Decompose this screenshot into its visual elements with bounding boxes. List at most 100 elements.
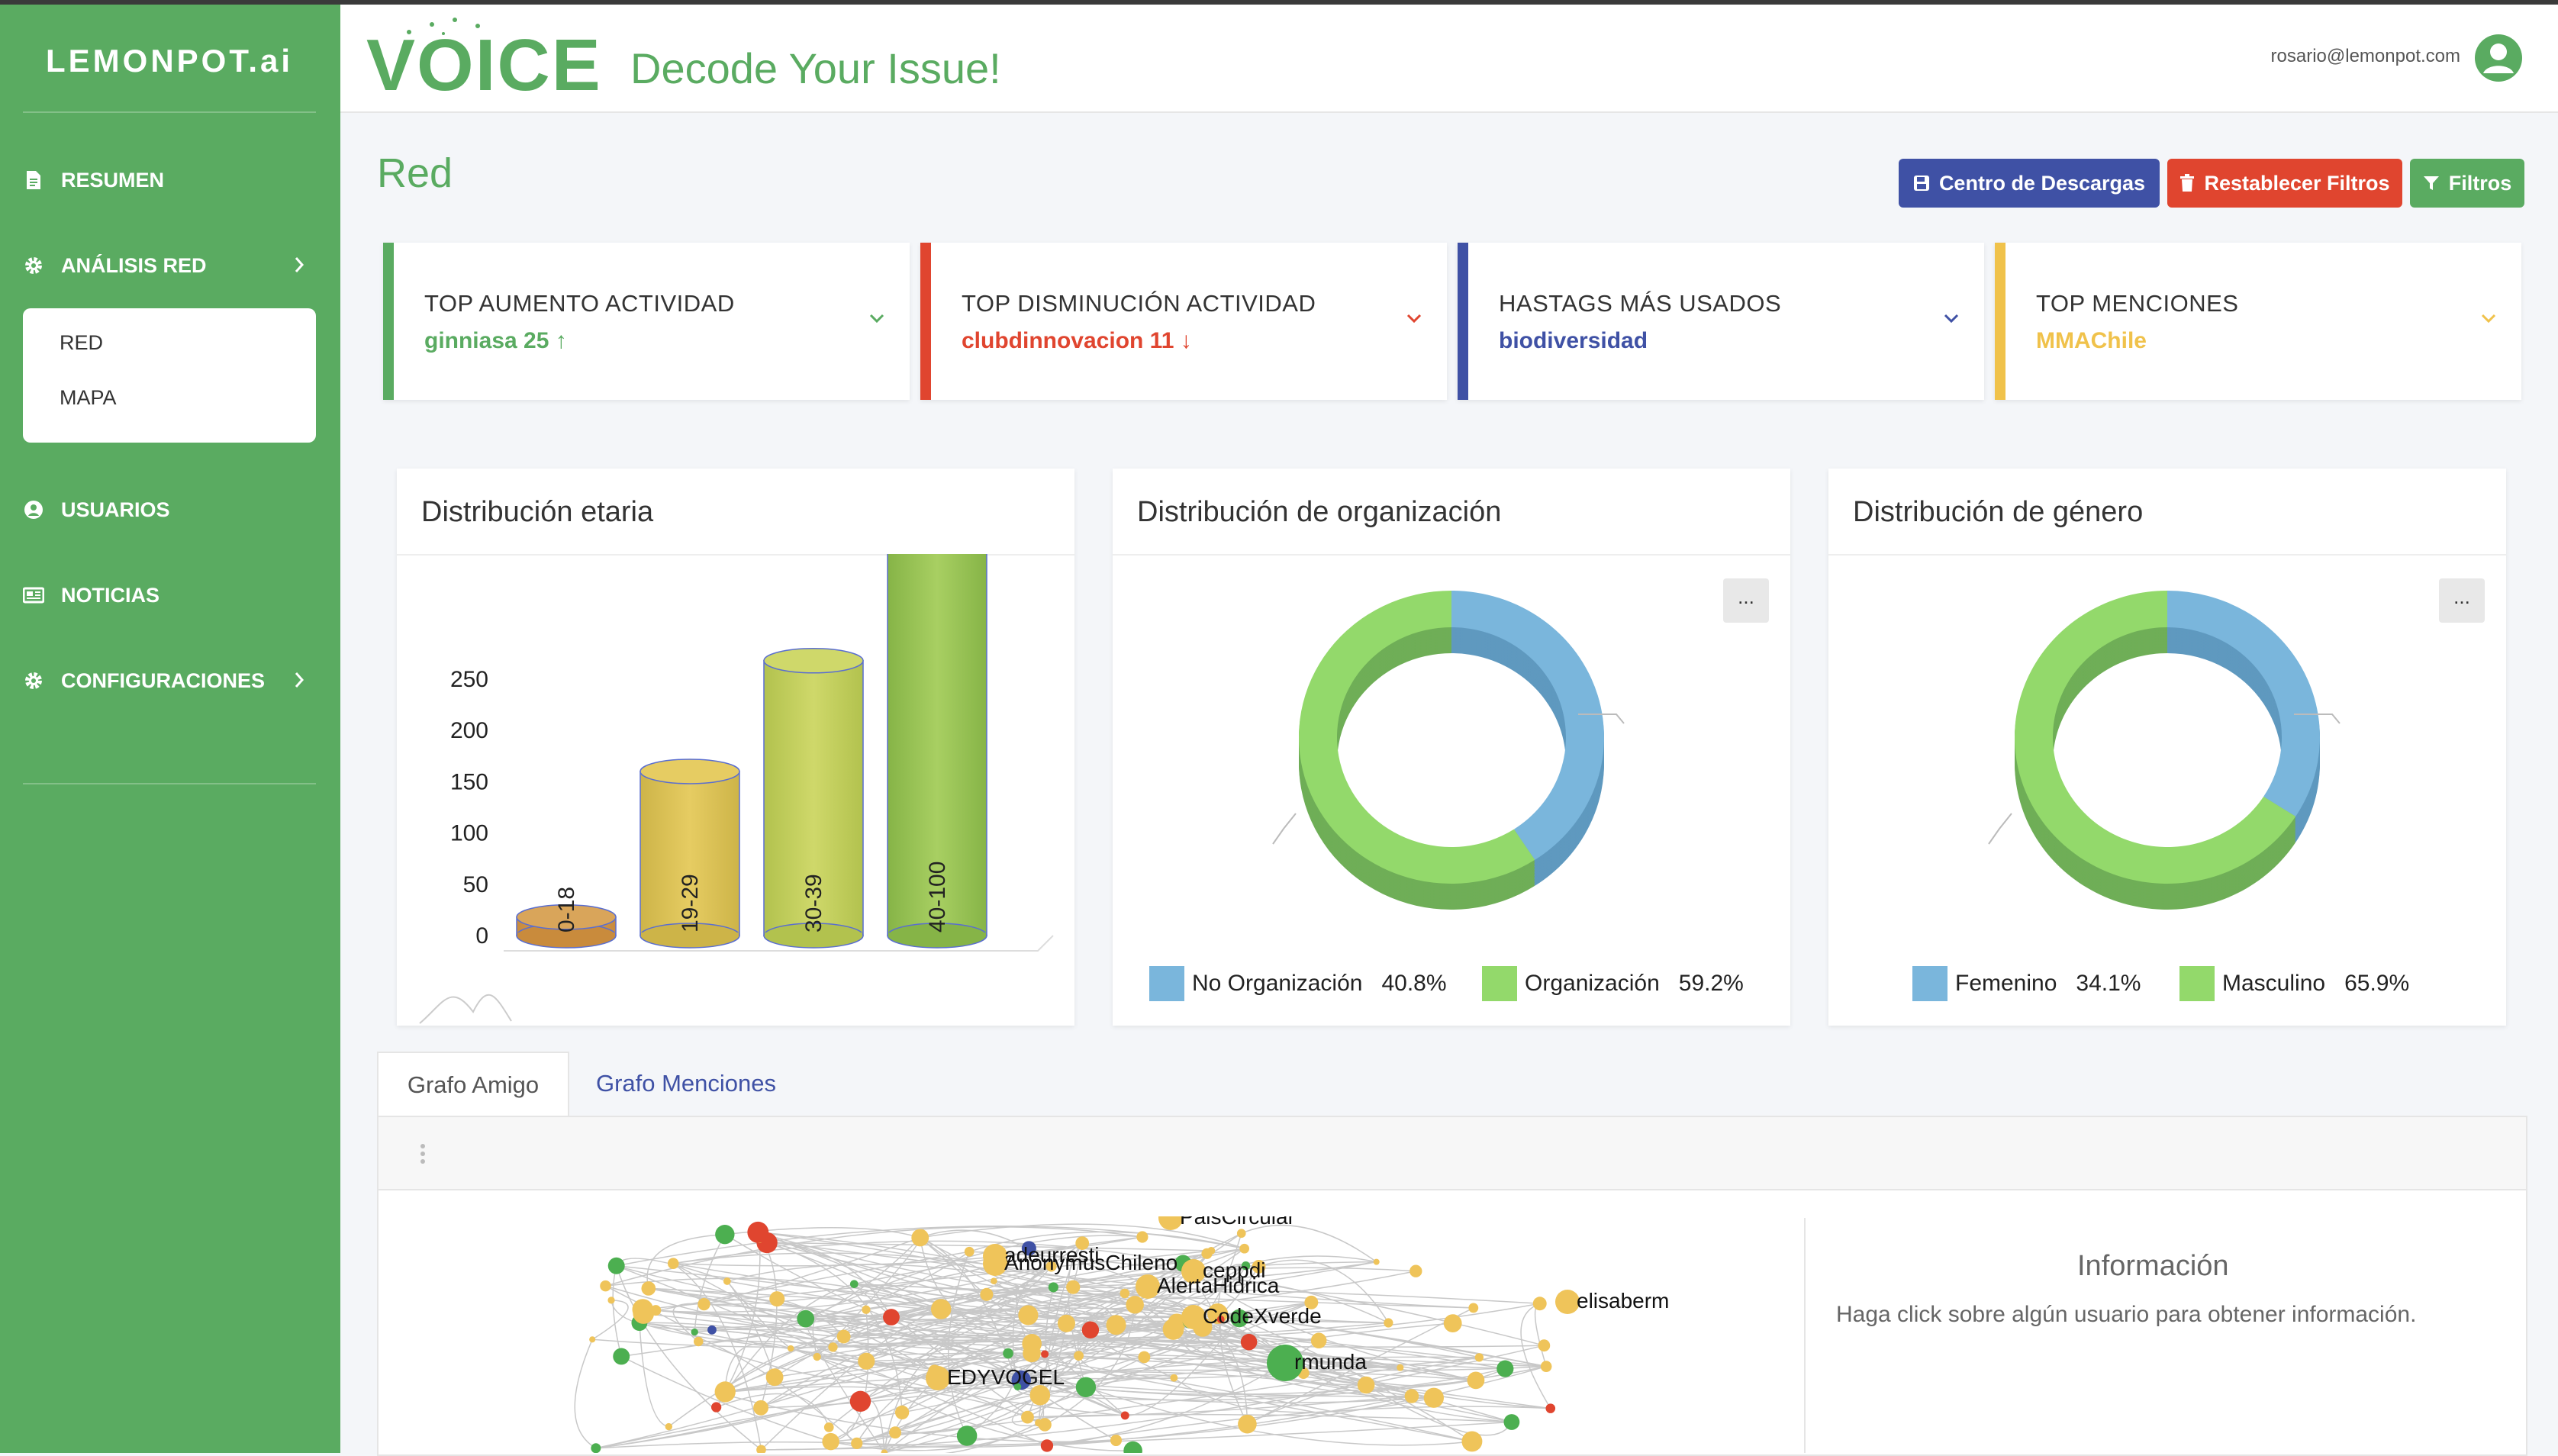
graph-node-label[interactable]: PaisCircular <box>1180 1216 1295 1229</box>
kpi-card-top-menciones[interactable]: TOP MENCIONES MMAChile <box>1995 243 2521 400</box>
graph-node[interactable] <box>889 1426 901 1439</box>
graph-node[interactable] <box>1467 1371 1485 1390</box>
slice-Femenino[interactable] <box>2167 591 2320 817</box>
chevron-down-icon[interactable] <box>868 313 885 327</box>
graph-node[interactable] <box>1496 1360 1514 1377</box>
sidebar-item-noticias[interactable]: NOTICIAS <box>23 572 321 618</box>
graph-node[interactable] <box>765 1368 784 1387</box>
graph-node[interactable] <box>849 1280 859 1288</box>
kpi-card-hashtags[interactable]: HASTAGS MÁS USADOS biodiversidad <box>1458 243 1984 400</box>
chart-menu-button[interactable]: ... <box>1723 578 1769 623</box>
bar-0-18[interactable] <box>516 904 617 949</box>
reset-filters-button[interactable]: Restablecer Filtros <box>2167 159 2402 208</box>
graph-node[interactable] <box>589 1336 596 1343</box>
graph-node[interactable] <box>1474 1353 1484 1362</box>
graph-node[interactable] <box>1066 1280 1081 1294</box>
bar-19-29[interactable] <box>640 759 740 949</box>
chevron-down-icon[interactable] <box>1943 313 1960 327</box>
graph-node[interactable] <box>797 1309 815 1328</box>
graph-node[interactable] <box>1532 1297 1547 1311</box>
filters-button[interactable]: Filtros <box>2410 159 2524 208</box>
graph-node[interactable] <box>1540 1361 1552 1373</box>
kpi-card-top-aumento[interactable]: TOP AUMENTO ACTIVIDAD ginniasa 25 ↑ <box>383 243 910 400</box>
avatar[interactable] <box>2474 34 2523 82</box>
graph-node[interactable] <box>1384 1318 1393 1328</box>
slice-No Organización[interactable] <box>1451 591 1604 860</box>
graph-node[interactable] <box>747 1221 769 1243</box>
download-center-button[interactable]: Centro de Descargas <box>1899 159 2160 208</box>
graph-node[interactable] <box>710 1402 722 1413</box>
graph-node[interactable] <box>1170 1374 1178 1382</box>
graph-node-label[interactable]: AlertaHidrica <box>1157 1274 1280 1297</box>
graph-node[interactable] <box>667 1258 679 1270</box>
graph-node[interactable] <box>607 1257 625 1274</box>
graph-node[interactable] <box>1443 1314 1462 1333</box>
graph-node[interactable] <box>769 1291 785 1307</box>
graph-node[interactable] <box>632 1299 654 1320</box>
graph-node[interactable] <box>1029 1384 1051 1406</box>
graph-node[interactable] <box>787 1345 794 1352</box>
graph-node[interactable] <box>707 1325 717 1335</box>
kpi-card-top-disminucion[interactable]: TOP DISMINUCIÓN ACTIVIDAD clubdinnovacio… <box>920 243 1447 400</box>
graph-node[interactable] <box>1241 1261 1251 1271</box>
graph-node[interactable] <box>836 1329 851 1344</box>
graph-node[interactable] <box>691 1328 698 1336</box>
graph-node[interactable] <box>1503 1414 1520 1430</box>
graph-node[interactable] <box>1239 1243 1250 1254</box>
graph-node[interactable] <box>1538 1339 1551 1352</box>
graph-node[interactable] <box>1075 1377 1097 1397</box>
graph-node[interactable] <box>1138 1351 1151 1364</box>
graph-node[interactable] <box>983 1251 1007 1276</box>
graph-node[interactable] <box>1040 1439 1054 1452</box>
chart-menu-button[interactable]: ... <box>2439 578 2485 623</box>
legend-item[interactable]: No Organización 40.8% <box>1149 966 1447 1001</box>
graph-node[interactable] <box>1373 1258 1380 1265</box>
graph-node-label[interactable]: rmunda <box>1294 1350 1367 1374</box>
graph-node[interactable] <box>1461 1431 1483 1452</box>
graph-node[interactable] <box>1252 1259 1266 1274</box>
bar-30-39[interactable] <box>763 648 864 949</box>
graph-node-label[interactable]: CodeXverde <box>1203 1304 1322 1328</box>
graph-node[interactable] <box>1074 1351 1084 1361</box>
graph-node[interactable] <box>991 1277 997 1285</box>
graph-node[interactable] <box>1409 1264 1422 1277</box>
vertical-dots-icon[interactable] <box>420 1143 426 1164</box>
submenu-item-mapa[interactable]: MAPA <box>60 386 117 409</box>
graph-node[interactable] <box>1120 1288 1130 1299</box>
graph-node[interactable] <box>753 1400 768 1416</box>
graph-node[interactable] <box>1310 1332 1327 1348</box>
graph-node[interactable] <box>1048 1282 1058 1293</box>
graph-node[interactable] <box>1267 1345 1303 1381</box>
graph-node[interactable] <box>964 1246 975 1257</box>
graph-node[interactable] <box>813 1352 821 1361</box>
graph-node[interactable] <box>1106 1315 1126 1335</box>
graph-node[interactable] <box>1468 1303 1479 1313</box>
graph-node[interactable] <box>1023 1344 1041 1363</box>
graph-node[interactable] <box>1357 1376 1375 1394</box>
graph-node[interactable] <box>980 1287 994 1301</box>
graph-node-label[interactable]: EDYVOGEL <box>947 1365 1065 1389</box>
graph-node[interactable] <box>1181 1305 1206 1329</box>
graph-node[interactable] <box>1555 1290 1580 1314</box>
graph-node[interactable] <box>1162 1319 1184 1340</box>
graph-node[interactable] <box>1013 1383 1022 1391</box>
graph-node[interactable] <box>894 1405 910 1420</box>
graph-node[interactable] <box>613 1348 630 1365</box>
graph-node[interactable] <box>697 1298 710 1311</box>
graph-node[interactable] <box>883 1309 900 1326</box>
graph-node[interactable] <box>911 1229 929 1247</box>
graph-node[interactable] <box>607 1297 615 1304</box>
graph-node[interactable] <box>1236 1229 1246 1239</box>
graph-node[interactable] <box>1238 1414 1257 1434</box>
graph-node[interactable] <box>1230 1309 1248 1328</box>
graph-node[interactable] <box>822 1432 839 1451</box>
graph-node[interactable] <box>1201 1248 1213 1259</box>
graph-node[interactable] <box>694 1336 704 1347</box>
graph-node[interactable] <box>1021 1241 1036 1256</box>
graph-node[interactable] <box>1041 1350 1049 1358</box>
submenu-item-red[interactable]: RED <box>60 331 104 354</box>
sidebar-item-usuarios[interactable]: USUARIOS <box>23 487 321 533</box>
graph-node[interactable] <box>1018 1305 1039 1326</box>
graph-node[interactable] <box>1136 1231 1149 1243</box>
graph-node[interactable] <box>956 1425 978 1446</box>
